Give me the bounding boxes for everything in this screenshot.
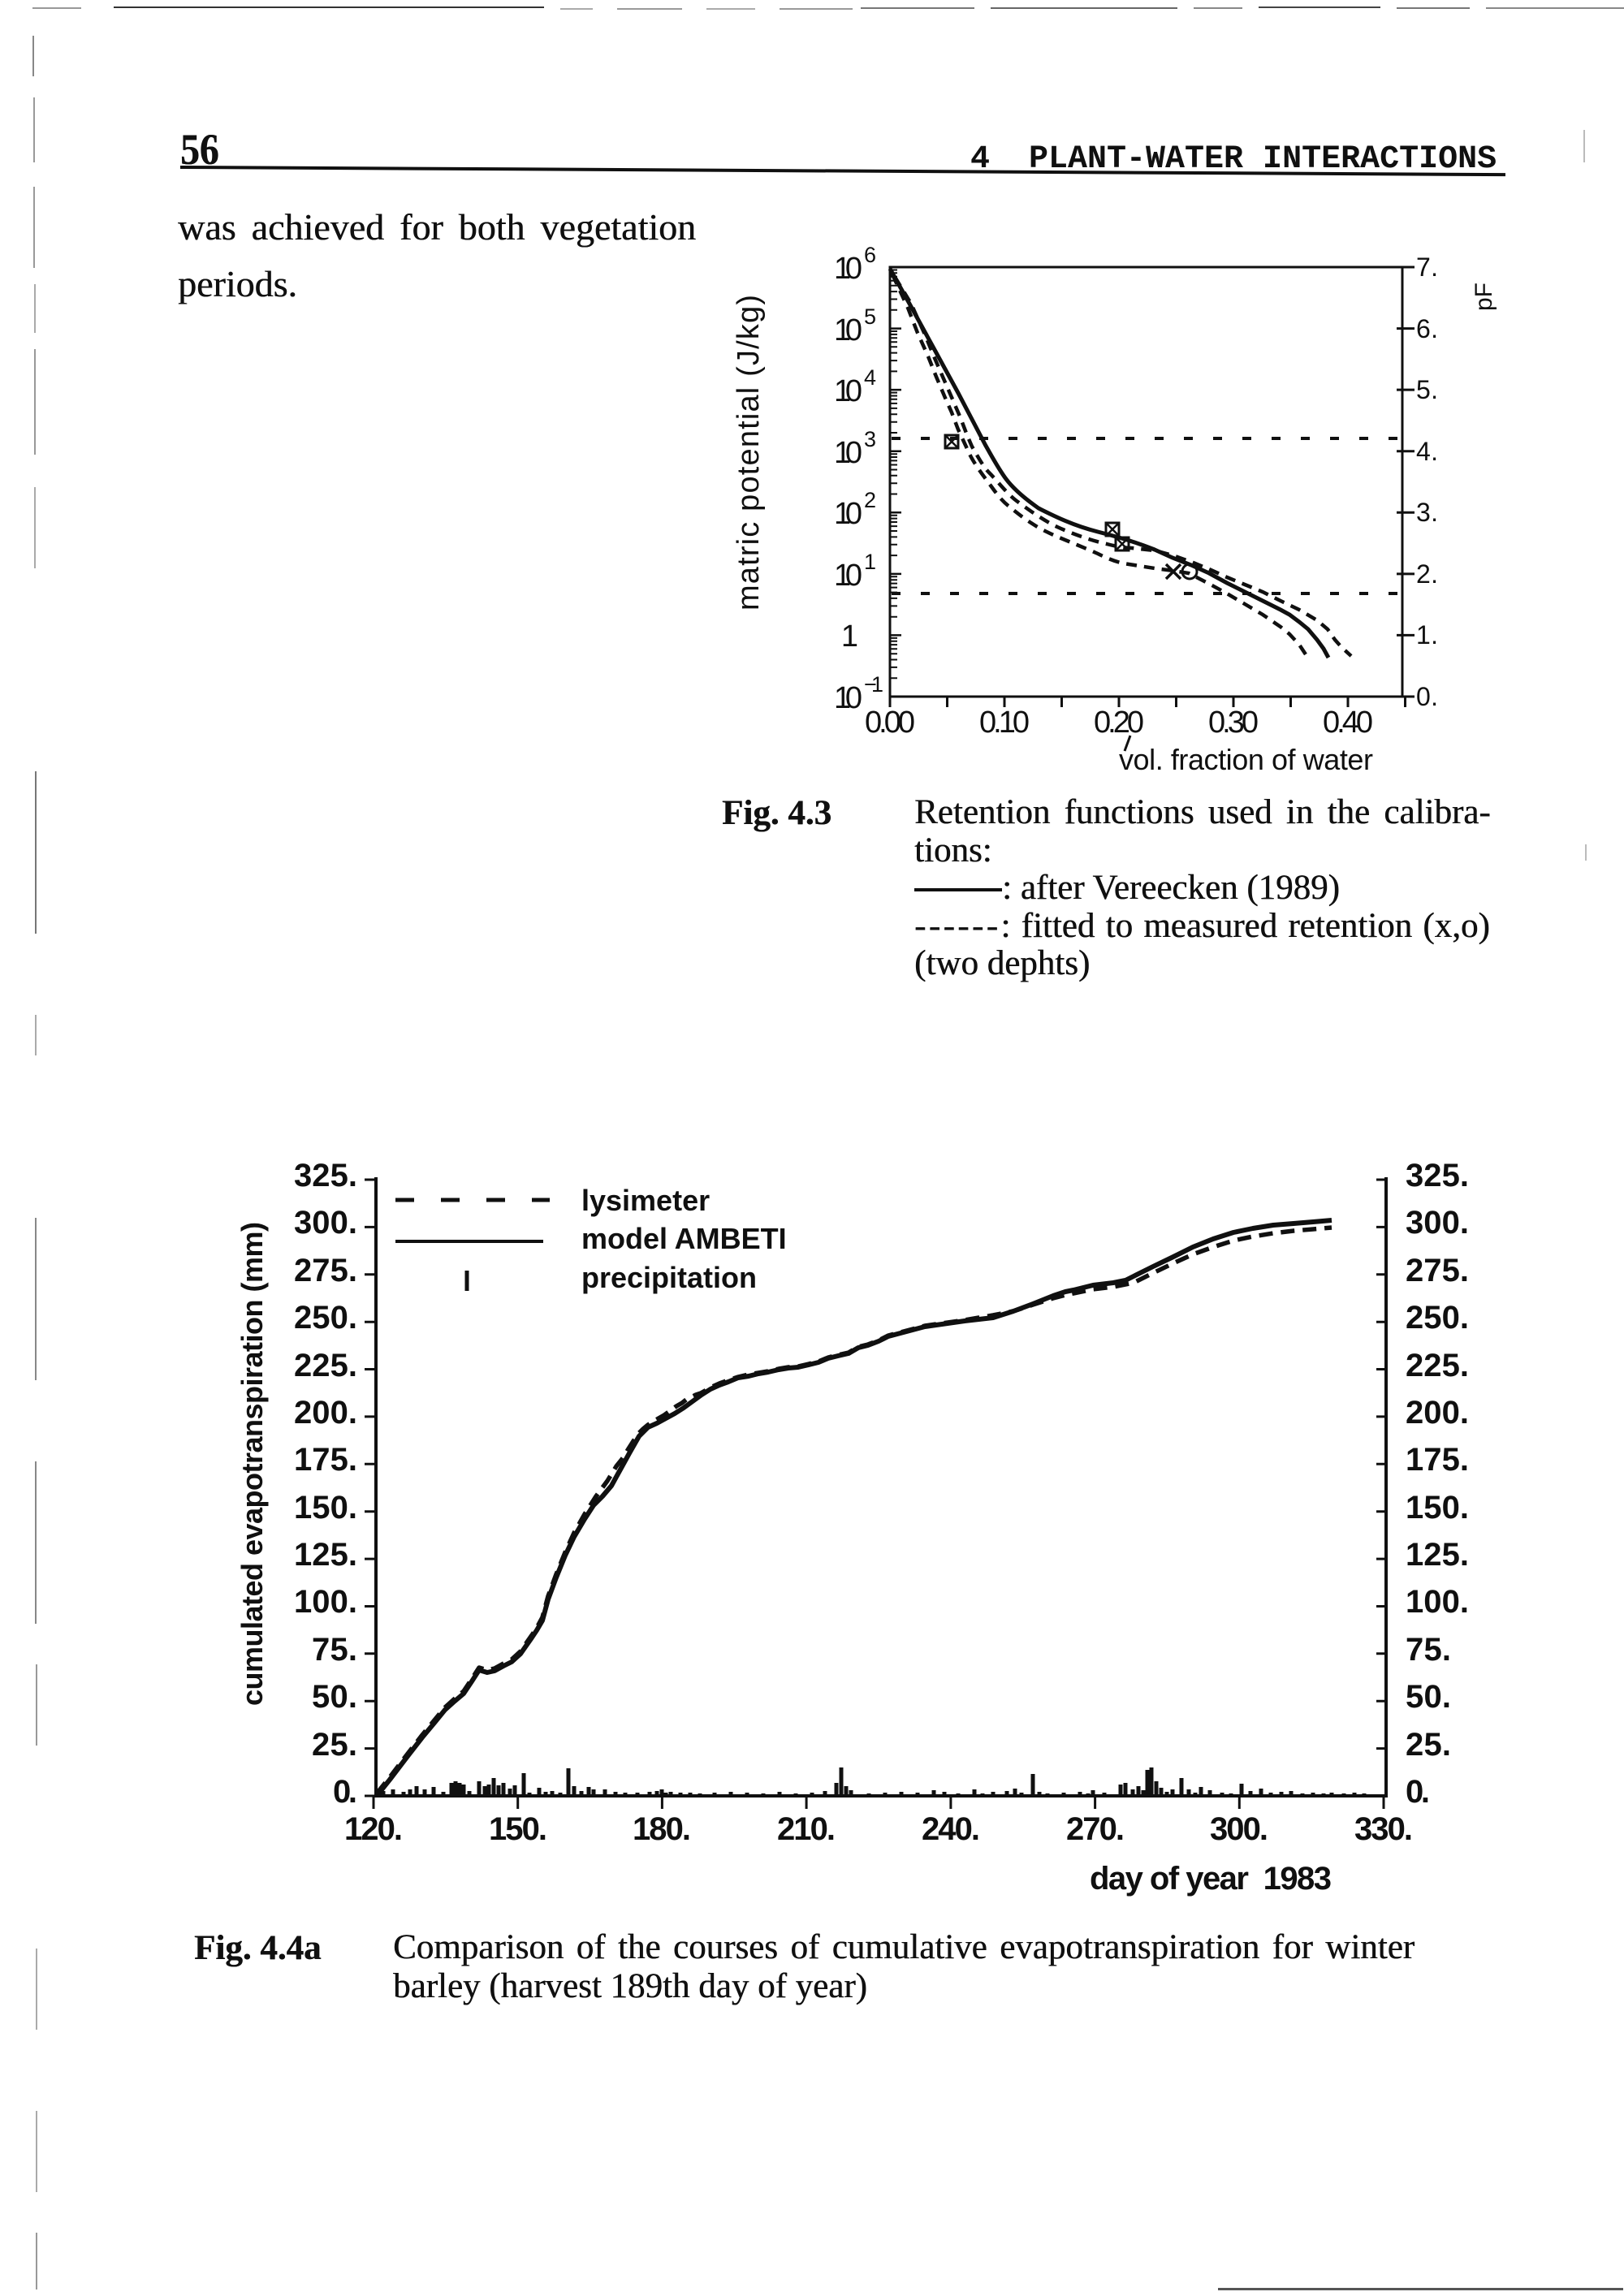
svg-text:1: 1 [864,550,876,574]
svg-text:325.: 325. [294,1158,357,1193]
svg-text:0.: 0. [1416,682,1438,711]
svg-text:4: 4 [864,365,876,390]
svg-text:325.: 325. [1406,1158,1469,1193]
svg-text:6: 6 [864,243,876,267]
svg-text:50.: 50. [312,1679,357,1715]
svg-text:75.: 75. [312,1632,357,1668]
svg-text:10: 10 [834,436,862,470]
svg-text:cumulated evapotranspiration (: cumulated evapotranspiration (mm) [235,1222,269,1706]
svg-text:3.: 3. [1416,498,1438,527]
svg-text:150.: 150. [294,1490,357,1526]
svg-text:225.: 225. [294,1348,357,1383]
svg-text:180.: 180. [633,1811,691,1847]
svg-text:2: 2 [864,488,876,512]
svg-text:5.: 5. [1416,375,1438,404]
svg-text:270.: 270. [1066,1811,1125,1847]
svg-text:model AMBETI: model AMBETI [581,1222,787,1255]
svg-text:10: 10 [834,497,862,531]
svg-text:250.: 250. [294,1300,357,1336]
svg-text:day of year 1983: day of year 1983 [1090,1861,1332,1897]
svg-text:150.: 150. [1406,1490,1469,1526]
svg-text:225.: 225. [1406,1348,1469,1383]
svg-text:3: 3 [864,427,876,451]
svg-text:−1: −1 [864,672,883,697]
svg-text:25.: 25. [312,1727,357,1763]
svg-text:0.00: 0.00 [865,706,915,740]
svg-text:10: 10 [834,374,862,408]
svg-text:0.10: 0.10 [979,706,1030,740]
svg-text:300.: 300. [1210,1811,1268,1847]
svg-text:300.: 300. [1406,1205,1469,1241]
svg-text:75.: 75. [1406,1632,1451,1668]
svg-text:250.: 250. [1406,1300,1469,1336]
svg-text:200.: 200. [1406,1395,1469,1431]
svg-text:matric potential (J/kg): matric potential (J/kg) [732,294,766,611]
svg-text:175.: 175. [1406,1442,1469,1478]
svg-text:10: 10 [834,313,862,347]
svg-text:0.30: 0.30 [1208,706,1259,740]
svg-text:0.20: 0.20 [1094,706,1144,740]
svg-text:5: 5 [864,304,876,329]
svg-text:175.: 175. [294,1442,357,1478]
svg-text:275.: 275. [1406,1253,1469,1288]
svg-text:10: 10 [834,559,862,593]
svg-text:precipitation: precipitation [581,1261,757,1294]
svg-text:0.: 0. [1406,1774,1430,1810]
svg-text:4.: 4. [1416,437,1438,466]
svg-text:210.: 210. [777,1811,836,1847]
svg-text:10: 10 [834,252,862,286]
svg-text:7.: 7. [1416,252,1438,282]
svg-text:150.: 150. [489,1811,547,1847]
svg-text:1: 1 [841,619,858,654]
svg-text:240.: 240. [922,1811,980,1847]
svg-text:275.: 275. [294,1253,357,1288]
svg-text:100.: 100. [294,1584,357,1620]
svg-text:120.: 120. [344,1811,403,1847]
svg-text:6.: 6. [1416,314,1438,343]
svg-text:200.: 200. [294,1395,357,1431]
svg-text:0.: 0. [333,1774,357,1810]
svg-text:125.: 125. [1406,1537,1469,1573]
svg-text:0.40: 0.40 [1323,706,1373,740]
svg-text:125.: 125. [294,1537,357,1573]
svg-text:pF: pF [1471,283,1497,311]
svg-text:vol. fraction of water: vol. fraction of water [1119,743,1374,776]
svg-text:330.: 330. [1354,1811,1413,1847]
svg-text:25.: 25. [1406,1727,1451,1763]
svg-text:300.: 300. [294,1205,357,1241]
svg-text:10: 10 [834,681,862,715]
svg-text:2.: 2. [1416,559,1438,589]
svg-text:50.: 50. [1406,1679,1451,1715]
svg-text:100.: 100. [1406,1584,1469,1620]
svg-text:lysimeter: lysimeter [581,1184,710,1217]
svg-text:1.: 1. [1416,620,1438,650]
